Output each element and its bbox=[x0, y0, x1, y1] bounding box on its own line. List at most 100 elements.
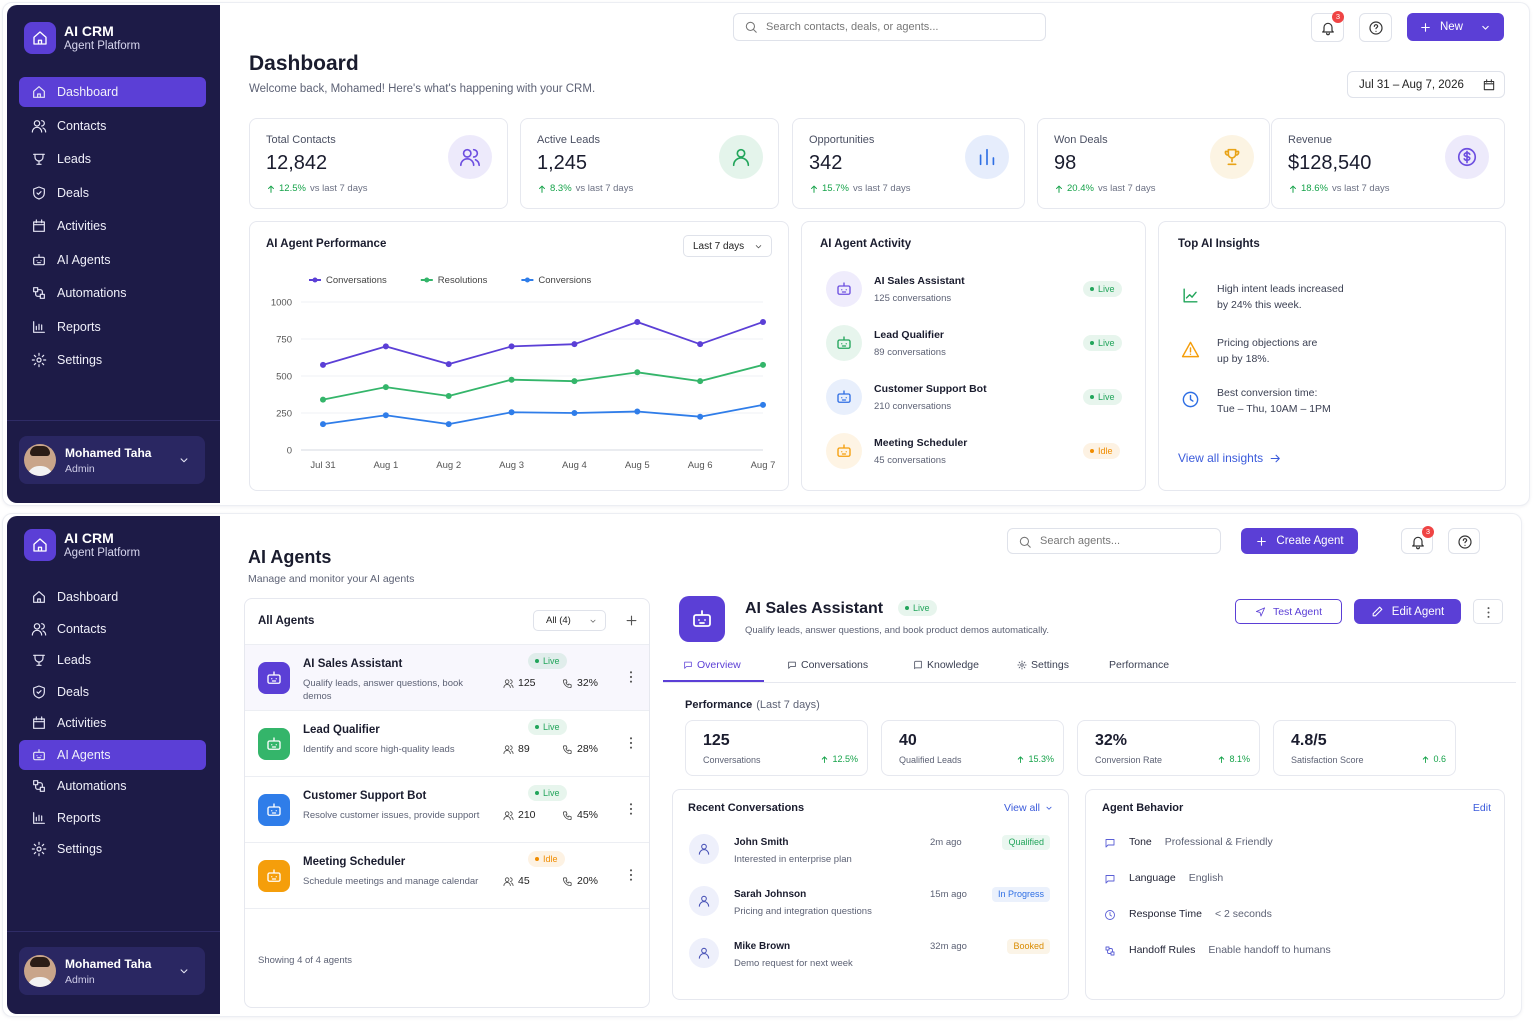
change-period: vs last 7 days bbox=[1097, 183, 1156, 194]
primary-button[interactable]: New bbox=[1407, 13, 1504, 41]
view-all-link[interactable]: View all bbox=[1004, 802, 1054, 814]
nav-item[interactable]: Dashboard bbox=[19, 582, 206, 612]
x-tick-label: Aug 1 bbox=[373, 460, 398, 471]
metric-change: 15.3% bbox=[1004, 754, 1054, 764]
tab[interactable]: Performance bbox=[1109, 659, 1169, 671]
nav-label: Dashboard bbox=[57, 85, 119, 99]
stat-change: 12.5% vs last 7 days bbox=[266, 183, 368, 194]
test-button[interactable]: Test Agent bbox=[1235, 599, 1342, 624]
user-card[interactable]: Mohamed Taha Admin bbox=[19, 436, 205, 484]
icon-shape bbox=[732, 148, 750, 167]
stat-icon bbox=[965, 135, 1009, 179]
nav-item[interactable]: Deals bbox=[19, 677, 206, 707]
metric-change: 0.6 bbox=[1396, 754, 1446, 764]
icon-shape bbox=[1105, 839, 1115, 848]
user-card[interactable]: Mohamed Taha Admin bbox=[19, 947, 205, 995]
agent-row[interactable]: Lead Qualifier Identify and score high-qu… bbox=[245, 711, 649, 777]
metric-label: Qualified Leads bbox=[899, 755, 962, 765]
icon-shape bbox=[1421, 22, 1430, 32]
icon bbox=[629, 803, 633, 815]
tab-label: Knowledge bbox=[927, 659, 979, 671]
date-range[interactable]: Jul 31 – Aug 7, 2026 bbox=[1347, 71, 1505, 98]
add-agent[interactable] bbox=[623, 612, 641, 630]
agent-name: Meeting Scheduler bbox=[874, 437, 968, 449]
icon-shape bbox=[1483, 79, 1495, 91]
conversation-row[interactable]: Sarah Johnson Pricing and integration que… bbox=[673, 885, 1068, 927]
stat-change: 20.4% vs last 7 days bbox=[1054, 183, 1156, 194]
nav-item[interactable]: Settings bbox=[19, 345, 206, 375]
nav-item[interactable]: Reports bbox=[19, 312, 206, 342]
insight-text: Tue – Thu, 10AM – 1PM bbox=[1217, 403, 1331, 415]
nav-item[interactable]: Leads bbox=[19, 645, 206, 675]
nav-item[interactable]: Deals bbox=[19, 178, 206, 208]
stat-card: Total Contacts 12,842 12.5% vs last 7 days bbox=[249, 118, 508, 209]
chart-card: AI Agent Performance Last 7 days 0 250 500 75… bbox=[249, 221, 789, 491]
status-dot bbox=[535, 791, 539, 795]
conversation-row[interactable]: Mike Brown Demo request for next week 32m … bbox=[673, 937, 1068, 979]
nav-item[interactable]: Activities bbox=[19, 708, 206, 738]
nav-label: Contacts bbox=[57, 118, 107, 133]
icon bbox=[1105, 875, 1115, 884]
nav-item[interactable]: Activities bbox=[19, 211, 206, 241]
icon bbox=[33, 287, 45, 299]
agent-conversations: 89 bbox=[518, 743, 530, 755]
search-box[interactable]: Search contacts, deals, or agents... bbox=[733, 13, 1046, 41]
page-subtitle: Welcome back, Mohamed! Here's what's hap… bbox=[249, 83, 596, 95]
tab[interactable]: Settings bbox=[1017, 659, 1069, 671]
performance-title: Performance bbox=[685, 699, 753, 711]
nav-item[interactable]: AI Agents bbox=[19, 245, 206, 275]
icon-shape bbox=[755, 245, 762, 249]
metric-change: 12.5% bbox=[808, 754, 858, 764]
performance-period: (Last 7 days) bbox=[756, 699, 820, 711]
nav-item[interactable]: Automations bbox=[19, 278, 206, 308]
icon bbox=[1181, 341, 1200, 358]
agent-row[interactable]: Meeting Scheduler Schedule meetings and m… bbox=[245, 843, 649, 909]
icon bbox=[33, 591, 45, 603]
filter-dropdown[interactable]: All (4) bbox=[533, 610, 606, 631]
sidebar: AI CRM Agent Platform Dashboard Contacts Lea… bbox=[7, 5, 220, 503]
more-button[interactable] bbox=[1473, 599, 1503, 624]
nav-item[interactable]: Contacts bbox=[19, 111, 206, 141]
agent-row[interactable]: AI Sales Assistant Qualify leads, answer … bbox=[245, 645, 649, 711]
icon-shape bbox=[1255, 607, 1266, 617]
brand-tagline: Agent Platform bbox=[64, 547, 141, 559]
tab[interactable]: Overview bbox=[683, 659, 741, 671]
help-button[interactable] bbox=[1359, 13, 1392, 42]
nav-item[interactable]: AI Agents bbox=[19, 739, 206, 770]
conversation-row[interactable]: John Smith Interested in enterprise plan 2… bbox=[673, 833, 1068, 875]
icon bbox=[732, 148, 750, 167]
icon bbox=[1255, 607, 1266, 617]
tab[interactable]: Conversations bbox=[787, 659, 868, 671]
agent-row[interactable]: Customer Support Bot Resolve customer iss… bbox=[245, 777, 649, 843]
icon bbox=[503, 745, 514, 755]
icon bbox=[33, 219, 45, 232]
insights-link[interactable]: View all insights bbox=[1178, 451, 1282, 465]
edit-link[interactable]: Edit bbox=[1472, 802, 1491, 814]
icon-shape bbox=[837, 336, 851, 349]
nav-item[interactable]: Settings bbox=[19, 834, 206, 864]
stat-card: Revenue $128,540 18.6% vs last 7 days bbox=[1271, 118, 1505, 209]
nav-item[interactable]: Automations bbox=[19, 771, 206, 801]
bell-button[interactable] bbox=[1311, 13, 1344, 42]
primary-button[interactable]: Create Agent bbox=[1241, 528, 1358, 554]
icon bbox=[822, 755, 828, 763]
search-box[interactable]: Search agents... bbox=[1007, 528, 1221, 554]
primary-button[interactable]: Edit Agent bbox=[1354, 599, 1461, 624]
range-dropdown[interactable]: Last 7 days bbox=[683, 235, 772, 257]
agent-rate: 28% bbox=[577, 743, 599, 755]
icon bbox=[1322, 22, 1334, 36]
nav-item[interactable]: Leads bbox=[19, 144, 206, 174]
metric-change: 8.1% bbox=[1200, 754, 1250, 764]
status-text: Live bbox=[1098, 392, 1115, 402]
metric-label: Conversion Rate bbox=[1095, 755, 1163, 765]
nav-item[interactable]: Dashboard bbox=[19, 77, 206, 107]
nav-label: Activities bbox=[57, 219, 107, 233]
status-dot bbox=[905, 606, 909, 610]
nav-item[interactable]: Contacts bbox=[19, 614, 206, 644]
user-name: Mohamed Taha bbox=[65, 446, 152, 460]
icon-shape bbox=[33, 716, 45, 729]
nav-item[interactable]: Reports bbox=[19, 803, 206, 833]
help-button[interactable] bbox=[1448, 528, 1480, 554]
y-tick-label: 250 bbox=[276, 409, 292, 420]
tab[interactable]: Knowledge bbox=[913, 659, 979, 671]
